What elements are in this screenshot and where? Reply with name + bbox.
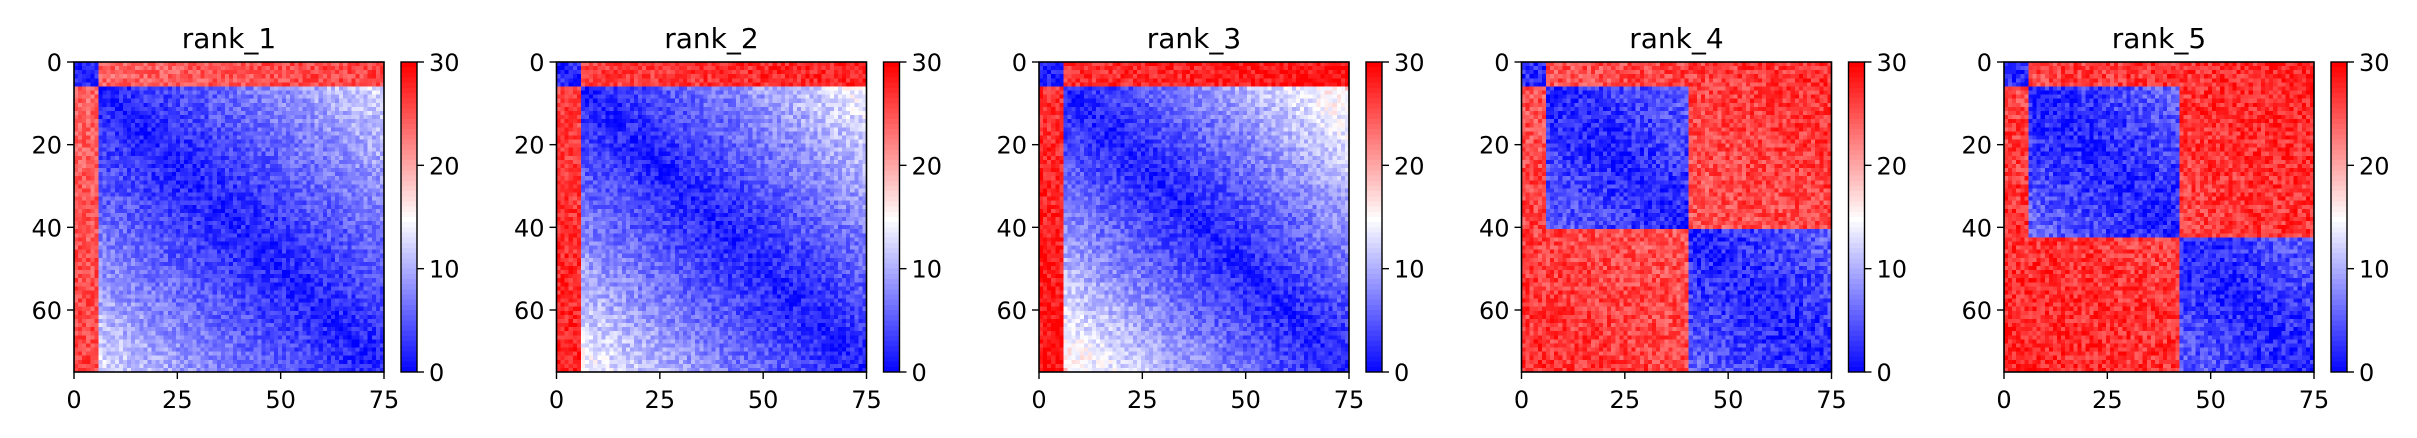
colorbar-tick-label: 20 bbox=[429, 152, 460, 180]
y-tick-label: 20 bbox=[1961, 132, 1992, 160]
y-tick-label: 40 bbox=[31, 214, 62, 242]
chart-title: rank_2 bbox=[664, 22, 758, 55]
y-tick-label: 20 bbox=[31, 132, 62, 160]
x-tick-label: 25 bbox=[162, 386, 193, 414]
x-tick-label: 75 bbox=[1334, 386, 1365, 414]
y-tick-label: 60 bbox=[996, 297, 1027, 325]
x-tick-label: 0 bbox=[1996, 386, 2011, 414]
colorbar-tick-label: 10 bbox=[912, 256, 943, 284]
colorbar-tick-label: 30 bbox=[1877, 49, 1908, 77]
y-tick-label: 60 bbox=[514, 297, 545, 325]
x-tick-label: 50 bbox=[1713, 386, 1744, 414]
x-tick-label: 0 bbox=[1514, 386, 1529, 414]
y-tick-label: 0 bbox=[1494, 49, 1509, 77]
colorbar-tick-label: 0 bbox=[2359, 359, 2374, 387]
heatmap-panel-1: rank_1 0 25 50 75 0 20 40 60 0 10 20 30 bbox=[31, 22, 459, 414]
y-tick-label: 20 bbox=[1479, 132, 1510, 160]
colorbar: 0 10 20 30 bbox=[400, 49, 460, 387]
x-tick-label: 75 bbox=[1816, 386, 1847, 414]
x-tick-label: 0 bbox=[1031, 386, 1046, 414]
x-tick-label: 25 bbox=[1127, 386, 1158, 414]
plot-frame bbox=[1520, 61, 1833, 373]
chart-title: rank_5 bbox=[2112, 22, 2206, 55]
heatmap-panel-4: rank_4 0 25 50 75 0 20 40 60 0 10 20 30 bbox=[1479, 22, 1907, 414]
x-tick-label: 0 bbox=[549, 386, 564, 414]
colorbar-tick-label: 30 bbox=[912, 49, 943, 77]
colorbar: 0 10 20 30 bbox=[2330, 49, 2390, 387]
colorbar-tick-label: 10 bbox=[1394, 256, 1425, 284]
y-tick-label: 20 bbox=[996, 132, 1027, 160]
colorbar-tick-label: 20 bbox=[2359, 152, 2390, 180]
plot-frame bbox=[73, 61, 385, 373]
chart-title: rank_1 bbox=[182, 22, 276, 55]
colorbar-tick-label: 30 bbox=[1394, 49, 1425, 77]
x-tick-label: 50 bbox=[2195, 386, 2226, 414]
x-tick-label: 75 bbox=[851, 386, 882, 414]
x-tick-label: 75 bbox=[369, 386, 400, 414]
colorbar-tick-label: 0 bbox=[429, 359, 444, 387]
heatmap-cells bbox=[1521, 62, 1833, 373]
heatmap-cells bbox=[2004, 62, 2315, 373]
y-tick-label: 0 bbox=[1977, 49, 1992, 77]
colorbar-tick-label: 10 bbox=[429, 256, 460, 284]
heatmap-panel-3: rank_3 0 25 50 75 0 20 40 60 0 10 20 30 bbox=[996, 22, 1424, 414]
colorbar-tick-label: 30 bbox=[429, 49, 460, 77]
y-tick-label: 60 bbox=[31, 297, 62, 325]
chart-title: rank_4 bbox=[1629, 22, 1723, 55]
y-tick-label: 40 bbox=[1479, 214, 1510, 242]
plot-frame bbox=[555, 61, 868, 373]
colorbar-tick-label: 0 bbox=[1394, 359, 1409, 387]
colorbar: 0 10 20 30 bbox=[882, 49, 943, 387]
x-tick-label: 25 bbox=[2092, 386, 2123, 414]
y-tick-label: 0 bbox=[47, 49, 62, 77]
colorbar-tick-label: 0 bbox=[912, 359, 927, 387]
x-tick-label: 75 bbox=[2299, 386, 2330, 414]
colorbar-tick-label: 10 bbox=[1877, 256, 1908, 284]
x-tick-label: 50 bbox=[748, 386, 779, 414]
x-tick-label: 50 bbox=[1230, 386, 1261, 414]
y-tick-label: 40 bbox=[1961, 214, 1992, 242]
y-tick-label: 20 bbox=[514, 132, 545, 160]
heatmap-panel-2: rank_2 0 25 50 75 0 20 40 60 0 10 20 30 bbox=[514, 22, 942, 414]
x-tick-label: 25 bbox=[1610, 386, 1641, 414]
heatmap-cells bbox=[556, 62, 868, 373]
colorbar-tick-label: 10 bbox=[2359, 256, 2390, 284]
plot-frame bbox=[2003, 61, 2315, 373]
colorbar-tick-label: 30 bbox=[2359, 49, 2390, 77]
y-tick-label: 0 bbox=[529, 49, 544, 77]
colorbar-tick-label: 20 bbox=[912, 152, 943, 180]
y-tick-label: 0 bbox=[1012, 49, 1027, 77]
x-tick-label: 25 bbox=[645, 386, 676, 414]
plot-frame bbox=[1038, 61, 1350, 373]
chart-title: rank_3 bbox=[1147, 22, 1241, 55]
colorbar: 0 10 20 30 bbox=[1365, 49, 1425, 387]
y-tick-label: 40 bbox=[996, 214, 1027, 242]
y-tick-label: 40 bbox=[514, 214, 545, 242]
colorbar: 0 10 20 30 bbox=[1847, 49, 1908, 387]
heatmap-cells bbox=[1039, 62, 1350, 373]
colorbar-tick-label: 20 bbox=[1877, 152, 1908, 180]
colorbar-tick-label: 0 bbox=[1877, 359, 1892, 387]
x-tick-label: 50 bbox=[265, 386, 296, 414]
colorbar-tick-label: 20 bbox=[1394, 152, 1425, 180]
heatmap-panel-5: rank_5 0 25 50 75 0 20 40 60 0 10 20 30 bbox=[1961, 22, 2389, 414]
x-tick-label: 0 bbox=[66, 386, 81, 414]
y-tick-label: 60 bbox=[1479, 297, 1510, 325]
heatmap-cells bbox=[74, 62, 385, 373]
y-tick-label: 60 bbox=[1961, 297, 1992, 325]
